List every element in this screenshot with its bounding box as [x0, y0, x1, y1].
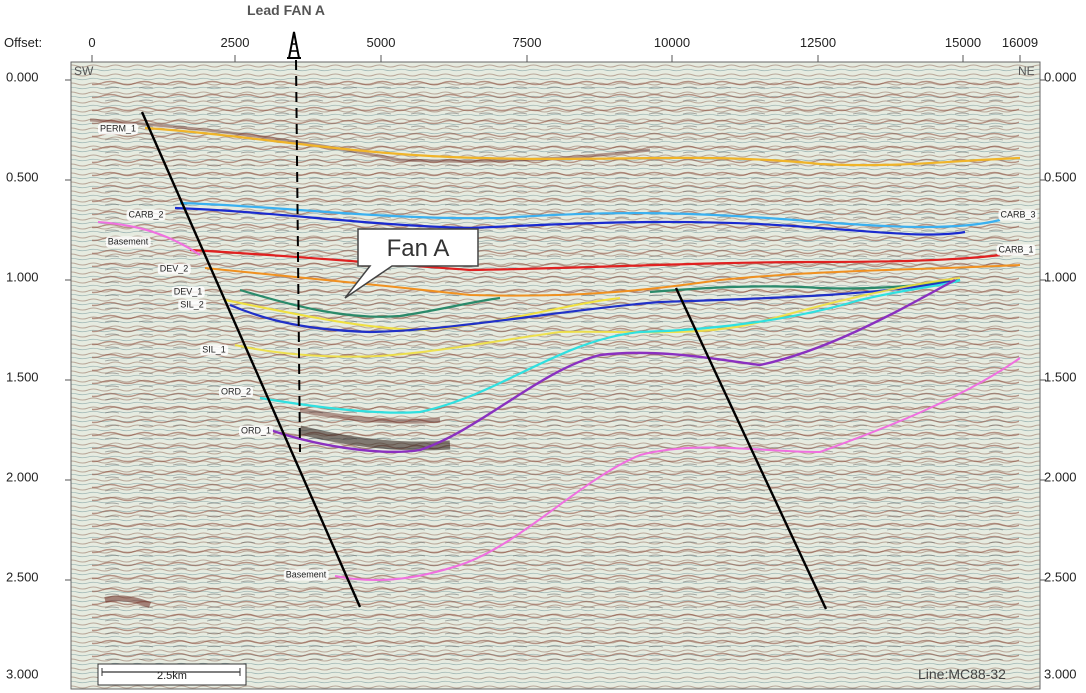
- x-tick-label: 10000: [653, 35, 691, 50]
- horizon-pink-left: [97, 221, 201, 256]
- reflection-band: [89, 118, 651, 163]
- y-tick-label-right: 3.000: [1044, 666, 1077, 682]
- well-trajectory-dashed: [295, 59, 301, 453]
- horizon-label-perm-1: PERM_1: [97, 123, 139, 135]
- x-tick-label: 0: [88, 35, 96, 50]
- corner-label-ne: NE: [1018, 64, 1035, 78]
- y-tick-label-left: 2.000: [6, 469, 39, 485]
- fault-line-left: [140, 111, 362, 608]
- y-tick-label-right: 2.000: [1044, 469, 1077, 485]
- callout-text: Fan A: [387, 235, 450, 262]
- horizon-carb-3: [179, 201, 1001, 229]
- horizon-sil-1: [234, 277, 961, 358]
- y-tick-label-right: 0.000: [1044, 69, 1077, 85]
- x-tick-label: 2500: [220, 35, 250, 50]
- horizon-label-sil-1: SIL_1: [200, 344, 228, 356]
- horizon-label-dev-1: DEV_1: [171, 286, 205, 298]
- horizon-label-carb-1: CARB_1: [996, 244, 1036, 256]
- seismic-reflections: [92, 80, 1019, 660]
- y-tick-label-right: 2.500: [1044, 569, 1077, 585]
- y-tick-label-left: 0.500: [6, 169, 39, 185]
- top-axis-ticks: [65, 55, 1046, 581]
- corner-label-sw: SW: [74, 64, 94, 78]
- y-tick-label-left: 1.500: [6, 369, 39, 385]
- y-tick-label-left: 2.500: [6, 569, 39, 585]
- horizon-label-basement-bottom: Basement: [283, 569, 329, 581]
- y-tick-label-left: 0.000: [6, 69, 39, 85]
- scale-bar-frame: [97, 663, 247, 686]
- x-tick-label: 7500: [512, 35, 542, 50]
- plot-frame: [70, 61, 1041, 690]
- horizon-sil-2: [229, 278, 961, 334]
- horizon-cyan: [259, 278, 961, 414]
- y-tick-label-right: 0.500: [1044, 169, 1077, 185]
- horizon-label-carb-2: CARB_2: [126, 209, 166, 221]
- fault-line-right: [674, 287, 828, 610]
- well-derrick-icon: [287, 31, 301, 59]
- offset-axis-label: Offset:: [4, 35, 43, 50]
- horizon-label-sil-2: SIL_2: [178, 299, 206, 311]
- scale-bar-label: 2.5km: [157, 670, 187, 682]
- y-tick-label-left: 3.000: [6, 666, 39, 682]
- horizon-label-basement: Basement: [105, 236, 151, 248]
- seismic-line-name: Line:MC88-32: [918, 666, 1006, 682]
- x-tick-label: 16009: [1001, 35, 1039, 50]
- y-tick-label-right: 1.500: [1044, 369, 1077, 385]
- horizon-carb-2: [174, 206, 966, 236]
- fan-a-callout: Fan A: [344, 228, 479, 299]
- horizon-purple: [269, 278, 956, 454]
- reflection-band: [104, 595, 152, 608]
- y-tick-label-left: 1.000: [6, 269, 39, 285]
- horizon-orange: [204, 264, 1021, 297]
- x-tick-label: 5000: [366, 35, 396, 50]
- horizon-label-carb-3: CARB_3: [998, 209, 1038, 221]
- horizon-label-ord-1: ORD_1: [238, 425, 274, 437]
- horizon-red: [189, 248, 1001, 272]
- horizon-label-ord-2: ORD_2: [218, 386, 254, 398]
- horizon-basement: [334, 357, 1021, 582]
- x-tick-label: 15000: [944, 35, 982, 50]
- reflection-band: [299, 407, 441, 424]
- horizon-label-dev-2: DEV_2: [157, 263, 191, 275]
- figure-title: Lead FAN A: [247, 2, 326, 18]
- x-tick-label: 12500: [799, 35, 837, 50]
- horizon-perm-1: [144, 126, 1021, 167]
- horizon-green: [239, 288, 501, 318]
- y-tick-label-right: 1.000: [1044, 269, 1077, 285]
